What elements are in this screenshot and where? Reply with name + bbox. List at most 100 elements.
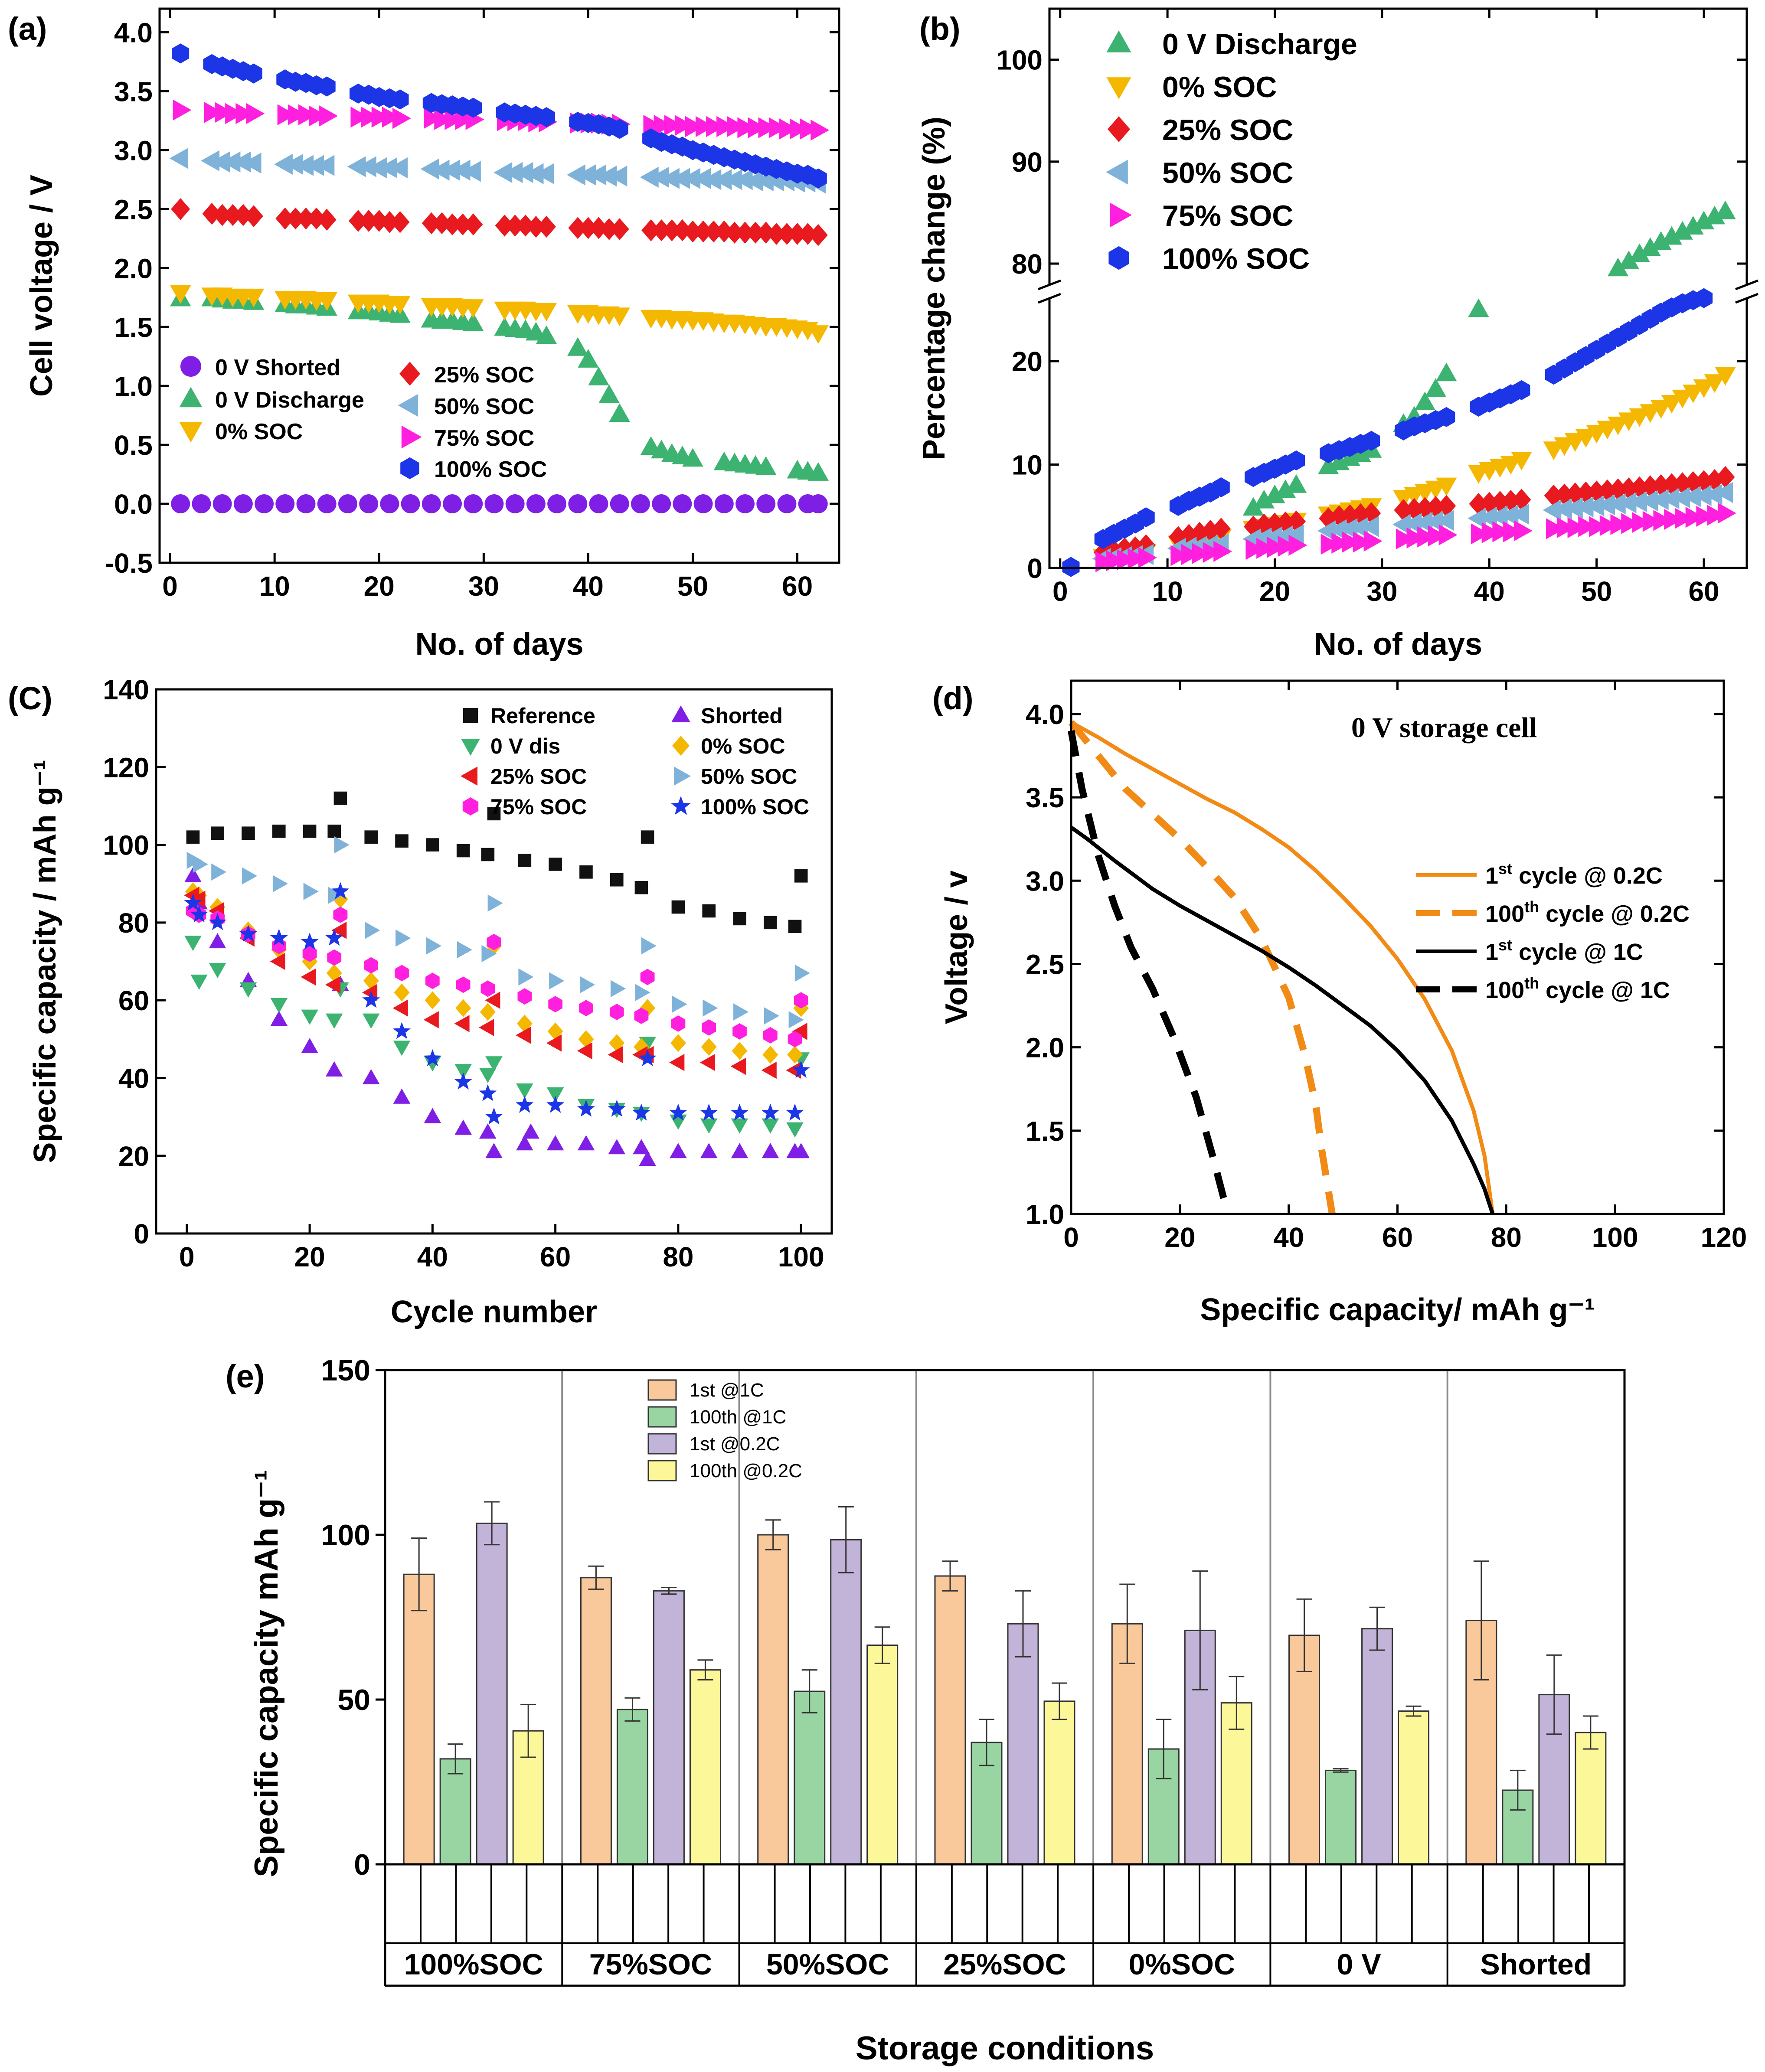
data-point [641, 219, 661, 241]
data-point [1480, 492, 1499, 514]
data-point [1360, 516, 1379, 537]
data-point [275, 207, 295, 230]
data-point [733, 1003, 749, 1021]
data-point [362, 984, 378, 1001]
legend-label: 100% SOC [434, 457, 547, 482]
data-point [702, 904, 716, 918]
data-point [186, 830, 200, 844]
data-point [1585, 495, 1605, 517]
data-point [389, 296, 411, 315]
bar [1575, 1732, 1607, 1865]
data-point [318, 76, 336, 97]
data-point [761, 1061, 777, 1079]
data-point [371, 107, 390, 128]
data-point [454, 1064, 472, 1080]
data-point [485, 1056, 503, 1072]
data-point [1513, 520, 1533, 542]
data-point [1714, 482, 1733, 503]
data-point [579, 1000, 593, 1016]
data-point [1320, 534, 1340, 555]
bar [476, 1522, 508, 1865]
y-tick-label: 10 [1012, 450, 1043, 481]
data-point [359, 494, 379, 514]
data-point [445, 109, 464, 130]
x-tick-label: 20 [294, 1241, 325, 1273]
data-point [693, 494, 713, 514]
data-point [209, 933, 226, 949]
data-point [454, 1015, 470, 1032]
data-point [286, 207, 305, 230]
data-point [325, 1061, 343, 1077]
data-point [701, 1038, 717, 1056]
data-point [316, 155, 335, 176]
data-point [1715, 367, 1736, 386]
data-point [725, 222, 744, 244]
data-point [634, 1008, 649, 1024]
data-point [1513, 380, 1530, 400]
data-point [463, 299, 484, 318]
data-point [319, 105, 338, 127]
legend-marker [179, 422, 203, 443]
bar [689, 1669, 721, 1865]
legend-marker [672, 736, 690, 756]
legend-label-rest: cycle @ 1C [1512, 939, 1643, 965]
y-tick-label: 80 [1012, 248, 1043, 280]
series-100th-0-2c [512, 1626, 1607, 1865]
x-tick-label: 40 [1474, 576, 1505, 607]
data-point [1661, 226, 1682, 245]
data-point [362, 1013, 380, 1029]
data-point [525, 163, 544, 184]
data-point [1555, 483, 1574, 506]
data-point [758, 117, 777, 138]
y-tick-label: 1.0 [1026, 1199, 1064, 1230]
data-point [171, 198, 190, 220]
y-axis-label: Percentage change (%) [917, 117, 951, 460]
data-point [756, 494, 776, 514]
data-point [392, 108, 411, 129]
data-point [212, 204, 232, 226]
bar [1288, 1635, 1320, 1865]
data-point [296, 494, 316, 514]
data-point [334, 836, 350, 854]
data-point [172, 43, 190, 64]
bar [580, 1577, 612, 1865]
data-point [522, 1123, 539, 1139]
data-point [748, 117, 767, 138]
data-point [634, 881, 648, 894]
data-point [1212, 477, 1230, 498]
data-point [1640, 237, 1661, 256]
legend-marker [1108, 246, 1129, 270]
data-point [788, 1031, 802, 1047]
data-point [1693, 379, 1715, 398]
data-point [1587, 480, 1606, 503]
plot-frame [384, 1369, 1626, 1866]
data-point [669, 1054, 685, 1071]
data-point [1253, 489, 1275, 509]
data-point [301, 1038, 318, 1054]
data-point [577, 1135, 595, 1151]
data-point [794, 964, 810, 982]
data-point [423, 1049, 441, 1067]
data-point [298, 104, 317, 125]
series-line-1st-cycle-1c [1070, 826, 1495, 1215]
data-point [1392, 514, 1411, 535]
data-point [505, 494, 525, 514]
x-axis-label: No. of days [1314, 627, 1482, 662]
data-point [1353, 532, 1372, 553]
data-point [1651, 474, 1671, 496]
data-point [480, 1003, 496, 1021]
data-point [1671, 487, 1690, 508]
data-point [662, 219, 682, 241]
data-point [1478, 507, 1497, 528]
legend-label: 0% SOC [1162, 71, 1277, 104]
x-tick-label: 10 [1152, 576, 1183, 607]
data-point [1650, 489, 1669, 510]
data-point [792, 1143, 810, 1158]
data-point [1278, 535, 1297, 557]
data-point [209, 963, 226, 979]
legend-marker [399, 362, 420, 386]
data-point [731, 1103, 749, 1121]
x-tick-label: 20 [1259, 576, 1290, 607]
legend-marker [463, 708, 478, 723]
x-tick-label: 0 [179, 1241, 195, 1273]
